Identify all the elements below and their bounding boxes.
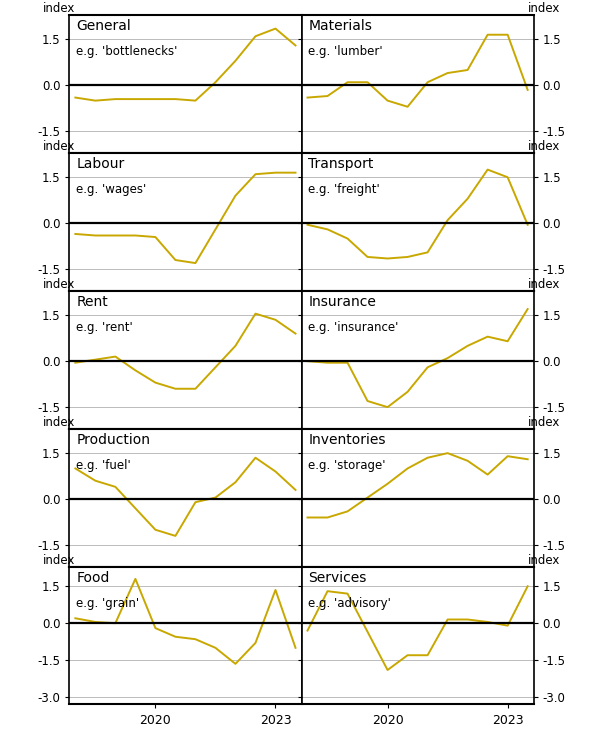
Text: e.g. 'lumber': e.g. 'lumber' xyxy=(309,45,383,58)
Text: e.g. 'insurance': e.g. 'insurance' xyxy=(309,321,399,334)
Text: index: index xyxy=(528,416,560,428)
Text: e.g. 'grain': e.g. 'grain' xyxy=(77,597,139,610)
Text: Materials: Materials xyxy=(309,19,372,33)
Text: General: General xyxy=(77,19,131,33)
Text: Production: Production xyxy=(77,433,150,447)
Text: index: index xyxy=(43,1,75,15)
Text: Labour: Labour xyxy=(77,157,125,171)
Text: e.g. 'freight': e.g. 'freight' xyxy=(309,183,380,196)
Text: Transport: Transport xyxy=(309,157,374,171)
Text: Rent: Rent xyxy=(77,295,108,309)
Text: Food: Food xyxy=(77,571,110,585)
Text: e.g. 'storage': e.g. 'storage' xyxy=(309,459,386,472)
Text: e.g. 'bottlenecks': e.g. 'bottlenecks' xyxy=(77,45,178,58)
Text: e.g. 'wages': e.g. 'wages' xyxy=(77,183,147,196)
Text: index: index xyxy=(528,278,560,291)
Text: Inventories: Inventories xyxy=(309,433,386,447)
Text: e.g. 'rent': e.g. 'rent' xyxy=(77,321,133,334)
Text: index: index xyxy=(528,1,560,15)
Text: Insurance: Insurance xyxy=(309,295,376,309)
Text: index: index xyxy=(43,416,75,428)
Text: e.g. 'advisory': e.g. 'advisory' xyxy=(309,597,391,610)
Text: Services: Services xyxy=(309,571,367,585)
Text: index: index xyxy=(43,140,75,152)
Text: index: index xyxy=(43,554,75,567)
Text: index: index xyxy=(43,278,75,291)
Text: index: index xyxy=(528,554,560,567)
Text: index: index xyxy=(528,140,560,152)
Text: e.g. 'fuel': e.g. 'fuel' xyxy=(77,459,131,472)
